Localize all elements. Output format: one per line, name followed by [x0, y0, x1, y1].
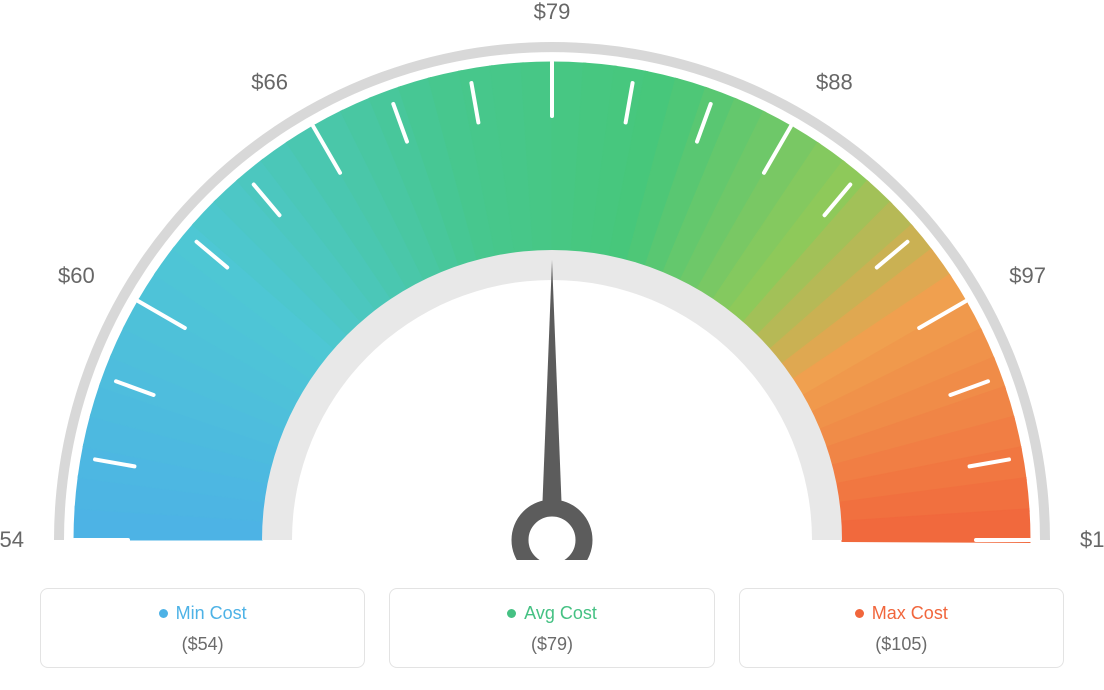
legend-dot-min — [159, 609, 168, 618]
gauge-scale-label: $105 — [1080, 527, 1104, 552]
gauge-needle — [541, 260, 563, 540]
legend-dot-max — [855, 609, 864, 618]
legend-card-avg: Avg Cost ($79) — [389, 588, 714, 668]
gauge-scale-label: $54 — [0, 527, 24, 552]
legend-card-max: Max Cost ($105) — [739, 588, 1064, 668]
gauge-chart-container: $54 $60 $66 $79 $88 $97 $105 Min Cost ($54) Av… — [0, 0, 1104, 690]
gauge-scale-label: $66 — [251, 70, 288, 95]
gauge-svg: $54 $60 $66 $79 $88 $97 $105 — [0, 0, 1104, 560]
gauge-needle-hub — [520, 508, 584, 560]
legend-value-max: ($105) — [750, 634, 1053, 655]
gauge-scale-label: $88 — [816, 70, 853, 95]
legend-label-max: Max Cost — [872, 603, 948, 624]
gauge-scale-label: $97 — [1009, 263, 1046, 288]
legend-label-avg: Avg Cost — [524, 603, 597, 624]
gauge-scale-label: $60 — [58, 263, 95, 288]
gauge-scale-label: $79 — [534, 0, 571, 24]
legend-value-avg: ($79) — [400, 634, 703, 655]
legend-card-min: Min Cost ($54) — [40, 588, 365, 668]
legend-row: Min Cost ($54) Avg Cost ($79) Max Cost (… — [40, 588, 1064, 668]
gauge-area: $54 $60 $66 $79 $88 $97 $105 — [0, 0, 1104, 560]
legend-value-min: ($54) — [51, 634, 354, 655]
legend-label-min: Min Cost — [176, 603, 247, 624]
legend-dot-avg — [507, 609, 516, 618]
